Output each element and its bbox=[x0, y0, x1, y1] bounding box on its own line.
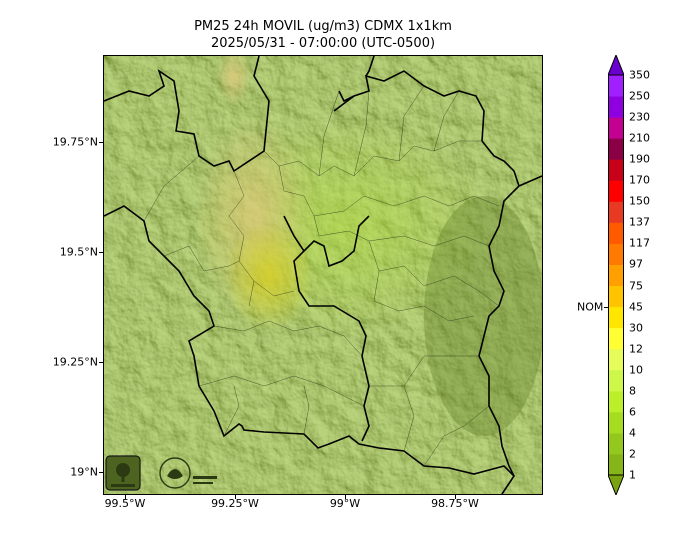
lon-tick bbox=[455, 495, 456, 499]
colorbar-segment bbox=[608, 369, 624, 392]
colorbar bbox=[608, 55, 624, 495]
colorbar-tick-label: 210 bbox=[629, 131, 650, 145]
colorbar-segment bbox=[608, 306, 624, 329]
colorbar-segment bbox=[608, 75, 624, 97]
colorbar-segment bbox=[608, 411, 624, 434]
colorbar-segment bbox=[608, 348, 624, 371]
colorbar-segment bbox=[608, 159, 624, 181]
colorbar-tick-label: 8 bbox=[629, 384, 636, 398]
colorbar-tick-label: 350 bbox=[629, 68, 650, 82]
colorbar-tick-label: 190 bbox=[629, 152, 650, 166]
municipal-boundaries bbox=[143, 85, 500, 467]
colorbar-segment bbox=[608, 327, 624, 350]
sedema-logo bbox=[105, 455, 141, 491]
pollution-plume-core bbox=[224, 221, 314, 331]
colorbar-segment bbox=[608, 453, 624, 476]
colorbar-segment bbox=[608, 180, 624, 202]
lat-label-19-5: 19.5°N bbox=[59, 245, 98, 259]
colorbar-tick-label: 150 bbox=[629, 194, 650, 208]
lon-label-98-75: 98.75°W bbox=[431, 497, 479, 510]
colorbar-tick-label: 230 bbox=[629, 110, 650, 124]
colorbar-segment bbox=[608, 432, 624, 455]
colorbar-tick-label: 2 bbox=[629, 447, 636, 461]
colorbar-segment bbox=[608, 222, 624, 244]
pm25-map bbox=[103, 55, 543, 495]
colorbar-tick-label: 45 bbox=[629, 300, 643, 314]
lat-tick bbox=[99, 252, 103, 253]
colorbar-segment bbox=[608, 138, 624, 160]
colorbar-segment bbox=[608, 390, 624, 413]
lat-tick bbox=[99, 362, 103, 363]
colorbar-tick-label: 170 bbox=[629, 173, 650, 187]
lon-tick bbox=[125, 495, 126, 499]
colorbar-segment bbox=[608, 201, 624, 223]
colorbar-under-arrow bbox=[608, 474, 624, 495]
lat-label-19-75: 19.75°N bbox=[52, 135, 98, 149]
colorbar-tick-label: 97 bbox=[629, 257, 643, 271]
lat-label-19: 19°N bbox=[70, 465, 98, 479]
lat-tick bbox=[99, 472, 103, 473]
colorbar-tick-label: 75 bbox=[629, 279, 643, 293]
colorbar-segment bbox=[608, 96, 624, 118]
colorbar-segment bbox=[608, 243, 624, 265]
colorbar-tick-label: 137 bbox=[629, 215, 650, 229]
lon-tick bbox=[235, 495, 236, 499]
colorbar-tick-label: 4 bbox=[629, 426, 636, 440]
colorbar-segment bbox=[608, 285, 624, 308]
lon-label-99-5: 99.5°W bbox=[104, 497, 146, 510]
colorbar-tick-label: 6 bbox=[629, 405, 636, 419]
colorbar-frame bbox=[608, 74, 624, 476]
lon-label-99: 99°W bbox=[329, 497, 361, 510]
colorbar-tick-label: 117 bbox=[629, 236, 650, 250]
nom-reference-tick bbox=[604, 306, 608, 308]
colorbar-tick-label: 250 bbox=[629, 89, 650, 103]
chart-subtitle: 2025/05/31 - 07:00:00 (UTC-0500) bbox=[210, 36, 436, 51]
lon-tick bbox=[345, 495, 346, 499]
colorbar-tick-label: 30 bbox=[629, 321, 643, 335]
ciudad-de-mexico-logo bbox=[159, 457, 217, 489]
colorbar-tick-label: 10 bbox=[629, 363, 643, 377]
colorbar-tick-label: 1 bbox=[629, 468, 636, 482]
nom-reference-label: NOM bbox=[577, 300, 604, 314]
lat-tick bbox=[99, 142, 103, 143]
colorbar-segment bbox=[608, 264, 624, 287]
lat-label-19-25: 19.25°N bbox=[52, 355, 98, 369]
chart-title: PM25 24h MOVIL (ug/m3) CDMX 1x1km bbox=[194, 19, 452, 34]
colorbar-over-arrow bbox=[608, 55, 624, 76]
colorbar-tick-label: 12 bbox=[629, 342, 643, 356]
lon-label-99-25: 99.25°W bbox=[211, 497, 259, 510]
colorbar-segment bbox=[608, 117, 624, 139]
